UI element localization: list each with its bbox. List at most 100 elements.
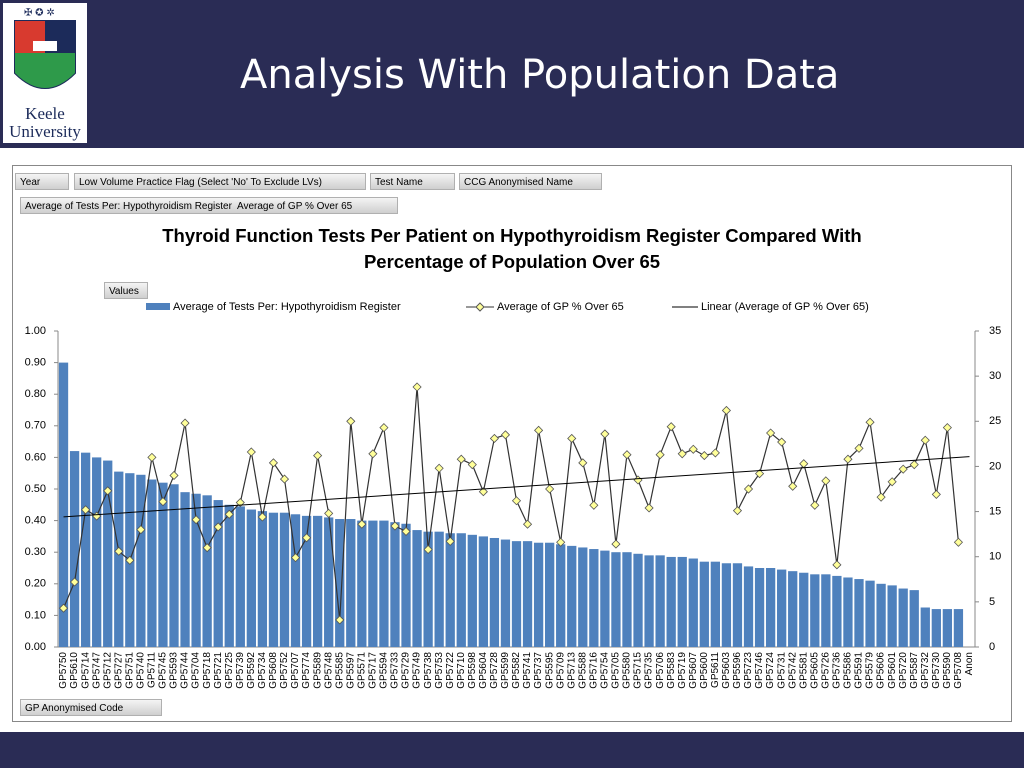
x-tick-label: GP5595 [544,652,555,689]
x-tick-label: GP5596 [732,652,743,689]
x-tick-label: GP5713 [566,652,577,689]
filter-button[interactable]: Year [15,173,69,190]
filter-button[interactable]: Low Volume Practice Flag (Select 'No' To… [74,173,366,190]
x-tick-label: GP5580 [622,652,633,689]
bar [346,519,356,647]
marker [456,454,466,464]
x-tick-label: GP5600 [699,652,710,689]
marker [489,433,499,444]
x-tick-label: GP5751 [124,652,135,689]
y2-tick-label: 35 [989,325,1001,337]
bar [92,457,102,647]
marker [202,543,212,553]
x-tick-label: GP5720 [898,652,909,689]
logo-text: Keele [25,104,65,123]
y2-tick-label: 20 [989,460,1001,472]
marker [677,449,687,459]
y-tick-label: 0.70 [25,420,46,432]
marker [655,450,665,460]
marker [58,603,69,613]
x-tick-label: GP5750 [58,652,69,689]
x-tick-label: GP5745 [158,652,169,689]
marker [412,382,422,392]
values-button[interactable]: Average of Tests Per: Hypothyroidism Reg… [20,197,398,214]
x-tick-label: GP5723 [743,652,754,689]
marker [478,487,488,497]
marker [633,475,643,485]
x-tick-label: GP5592 [246,652,257,689]
x-tick-label: GP5601 [887,652,898,689]
x-tick-label: GP5579 [865,652,876,689]
shield-part [15,53,75,88]
x-tick-label: GP5588 [577,652,588,689]
bar [909,590,919,647]
crest-symbols: ✠ ✪ ✲ [24,8,55,19]
bar [578,547,588,647]
marker [313,451,323,461]
marker [224,509,234,519]
bar [191,493,201,647]
bar [810,574,820,647]
marker [213,522,223,532]
x-tick-label: GP5732 [920,652,931,689]
marker [854,443,864,453]
y2-tick-label: 15 [989,505,1001,517]
x-tick-label: GP5594 [379,652,390,689]
x-tick-label: GP5754 [600,652,611,689]
x-tick-label: GP5606 [876,652,887,689]
x-tick-label: GP5749 [412,652,423,689]
marker [147,452,157,462]
bar [799,572,809,647]
marker [865,417,875,427]
marker [721,405,731,416]
axis-field-button[interactable]: GP Anonymised Code [20,699,162,716]
bar [754,568,765,647]
filter-button[interactable]: CCG Anonymised Name [459,173,602,190]
bar [633,553,643,647]
x-tick-label: GP5597 [345,652,356,689]
x-tick-label: GP5753 [434,652,445,689]
x-tick-label: GP5734 [257,652,268,689]
marker [158,497,168,507]
marker [732,506,743,516]
bar [268,512,279,647]
values-field: Average of GP % Over 65 [236,201,353,212]
values-label[interactable]: Values [104,282,148,299]
marker [246,447,256,457]
marker [710,448,720,458]
footer-band [0,732,1024,768]
bar [732,563,743,647]
marker [832,560,842,570]
bar [556,544,566,647]
marker [191,515,201,525]
bar [423,531,433,647]
bar [843,577,853,647]
x-tick-label: GP5714 [80,652,91,689]
x-tick-label: GP5715 [633,652,644,689]
bar [279,512,290,647]
x-tick-label: GP5747 [91,652,102,689]
marker [114,546,124,556]
x-tick-label: GP5737 [533,652,544,689]
y-tick-label: 0.40 [25,515,46,527]
filter-button[interactable]: Test Name [370,173,455,190]
bar [777,569,787,647]
bar [235,506,245,647]
bar [854,579,864,647]
bar [743,566,754,647]
y2-tick-label: 25 [989,415,1001,427]
marker [754,469,765,479]
logo: ✠ ✪ ✲ Keele University [3,3,87,143]
bar [158,482,168,647]
y-tick-label: 0.60 [25,451,46,463]
marker [556,537,566,547]
x-tick-label: GP5718 [202,652,213,689]
bar [136,474,146,647]
x-tick-label: GP5728 [489,652,500,689]
marker [357,519,367,529]
bar [898,588,908,647]
x-tick-label: GP5716 [588,652,599,689]
x-tick-label: GP5608 [268,652,279,689]
marker [257,512,267,522]
marker [821,476,831,486]
